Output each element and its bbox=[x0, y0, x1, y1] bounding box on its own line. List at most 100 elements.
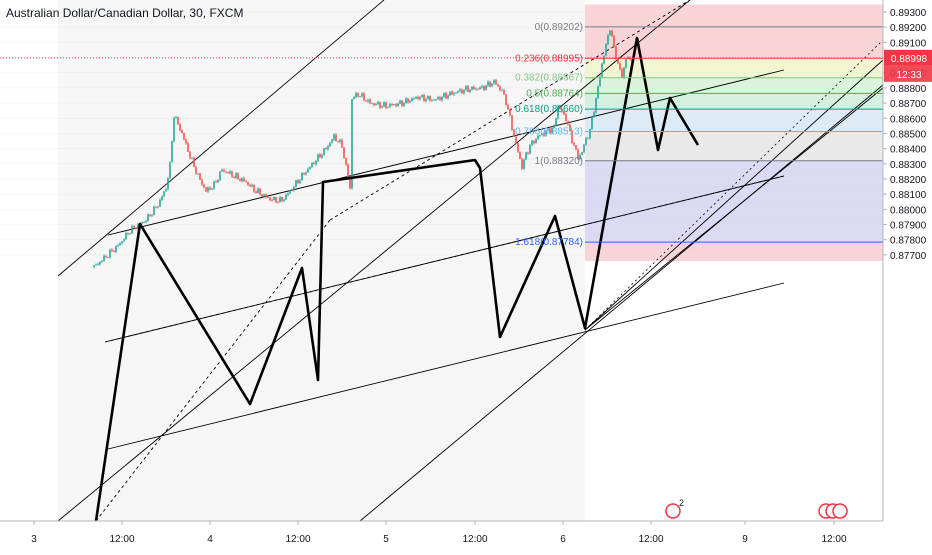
candle-body bbox=[131, 226, 133, 234]
candle-body bbox=[505, 94, 507, 105]
candle-body bbox=[335, 134, 337, 142]
candle-body bbox=[579, 154, 581, 160]
candle-body bbox=[271, 199, 273, 201]
candle-body bbox=[457, 91, 459, 93]
candle-body bbox=[97, 264, 99, 265]
candle-body bbox=[559, 106, 561, 110]
x-tick-label: 12:00 bbox=[821, 534, 846, 545]
candle-body bbox=[491, 83, 493, 87]
candle-body bbox=[243, 178, 245, 181]
candle-body bbox=[155, 206, 157, 208]
candle-body bbox=[113, 250, 115, 253]
candle-body bbox=[127, 232, 129, 234]
candle-body bbox=[419, 97, 421, 100]
candle-body bbox=[287, 193, 289, 195]
candle-body bbox=[389, 104, 391, 107]
candle-body bbox=[539, 135, 541, 136]
candle-body bbox=[507, 104, 509, 110]
candle-body bbox=[355, 93, 357, 97]
y-tick-label: 0.88700 bbox=[890, 99, 927, 110]
economic-event-icon[interactable] bbox=[665, 503, 681, 519]
candle-body bbox=[195, 166, 197, 174]
candle-body bbox=[365, 100, 367, 102]
candle-body bbox=[353, 96, 355, 100]
candle-body bbox=[133, 226, 135, 228]
candle-body bbox=[337, 141, 339, 142]
candle-body bbox=[591, 117, 593, 129]
candle-body bbox=[511, 115, 513, 130]
candle-body bbox=[397, 103, 399, 106]
candle-body bbox=[573, 142, 575, 146]
candle-body bbox=[121, 241, 123, 244]
candle-body bbox=[593, 112, 595, 118]
candle-body bbox=[451, 91, 453, 95]
candle-body bbox=[423, 94, 425, 102]
candle-body bbox=[425, 99, 427, 102]
candle-body bbox=[407, 98, 409, 103]
candle-body bbox=[599, 76, 601, 87]
trend-channel-line bbox=[584, 59, 884, 331]
candle-body bbox=[513, 129, 515, 137]
current-price-tag bbox=[884, 49, 932, 66]
dashed-fan-line bbox=[584, 39, 884, 331]
fib-level-label: 0.382(0.88867) bbox=[515, 73, 583, 84]
fib-level-label: 0.786(0.88513) bbox=[515, 126, 583, 137]
candle-body bbox=[315, 160, 317, 165]
candle-body bbox=[179, 124, 181, 131]
candle-body bbox=[449, 91, 451, 96]
x-tick-label: 12:00 bbox=[462, 534, 487, 545]
candle-body bbox=[525, 152, 527, 160]
candle-body bbox=[345, 157, 347, 165]
candle-body bbox=[225, 171, 227, 173]
candle-body bbox=[219, 171, 221, 180]
price-axis[interactable] bbox=[883, 0, 932, 550]
current-price-label: 0.88998 bbox=[891, 54, 928, 65]
candle-body bbox=[395, 103, 397, 106]
candle-body bbox=[161, 196, 163, 200]
candle-body bbox=[597, 86, 599, 99]
candle-body bbox=[317, 154, 319, 161]
candle-body bbox=[619, 63, 621, 70]
candle-body bbox=[253, 184, 255, 192]
candle-body bbox=[415, 96, 417, 99]
candle-body bbox=[361, 93, 363, 97]
candle-body bbox=[605, 44, 607, 56]
candle-body bbox=[319, 154, 321, 158]
candle-body bbox=[231, 171, 233, 177]
y-tick-label: 0.88300 bbox=[890, 160, 927, 171]
candle-body bbox=[487, 81, 489, 86]
economic-event-icon[interactable] bbox=[832, 503, 848, 519]
candle-body bbox=[205, 187, 207, 192]
x-tick-label: 9 bbox=[742, 534, 748, 545]
candle-body bbox=[471, 86, 473, 90]
candle-body bbox=[279, 196, 281, 203]
y-tick-label: 0.87700 bbox=[890, 251, 927, 262]
candle-body bbox=[189, 151, 191, 159]
time-axis[interactable] bbox=[0, 521, 883, 550]
candle-body bbox=[221, 169, 223, 172]
candle-body bbox=[157, 206, 159, 208]
candle-body bbox=[295, 180, 297, 187]
candle-body bbox=[521, 158, 523, 169]
candle-body bbox=[135, 227, 137, 229]
candle-body bbox=[437, 97, 439, 99]
candle-body bbox=[385, 102, 387, 108]
candle-body bbox=[555, 118, 557, 125]
candle-body bbox=[549, 128, 551, 134]
candle-body bbox=[95, 264, 97, 266]
candle-body bbox=[409, 100, 411, 103]
candle-body bbox=[537, 135, 539, 140]
candle-body bbox=[309, 166, 311, 169]
trend-channel-line bbox=[359, 84, 884, 522]
candle-body bbox=[163, 191, 165, 197]
candle-body bbox=[107, 257, 109, 258]
candle-body bbox=[373, 103, 375, 106]
candle-body bbox=[265, 194, 267, 198]
candle-body bbox=[247, 181, 249, 185]
candle-body bbox=[391, 104, 393, 106]
trend-channel-line bbox=[584, 87, 884, 331]
candle-body bbox=[621, 69, 623, 78]
candle-body bbox=[411, 98, 413, 101]
